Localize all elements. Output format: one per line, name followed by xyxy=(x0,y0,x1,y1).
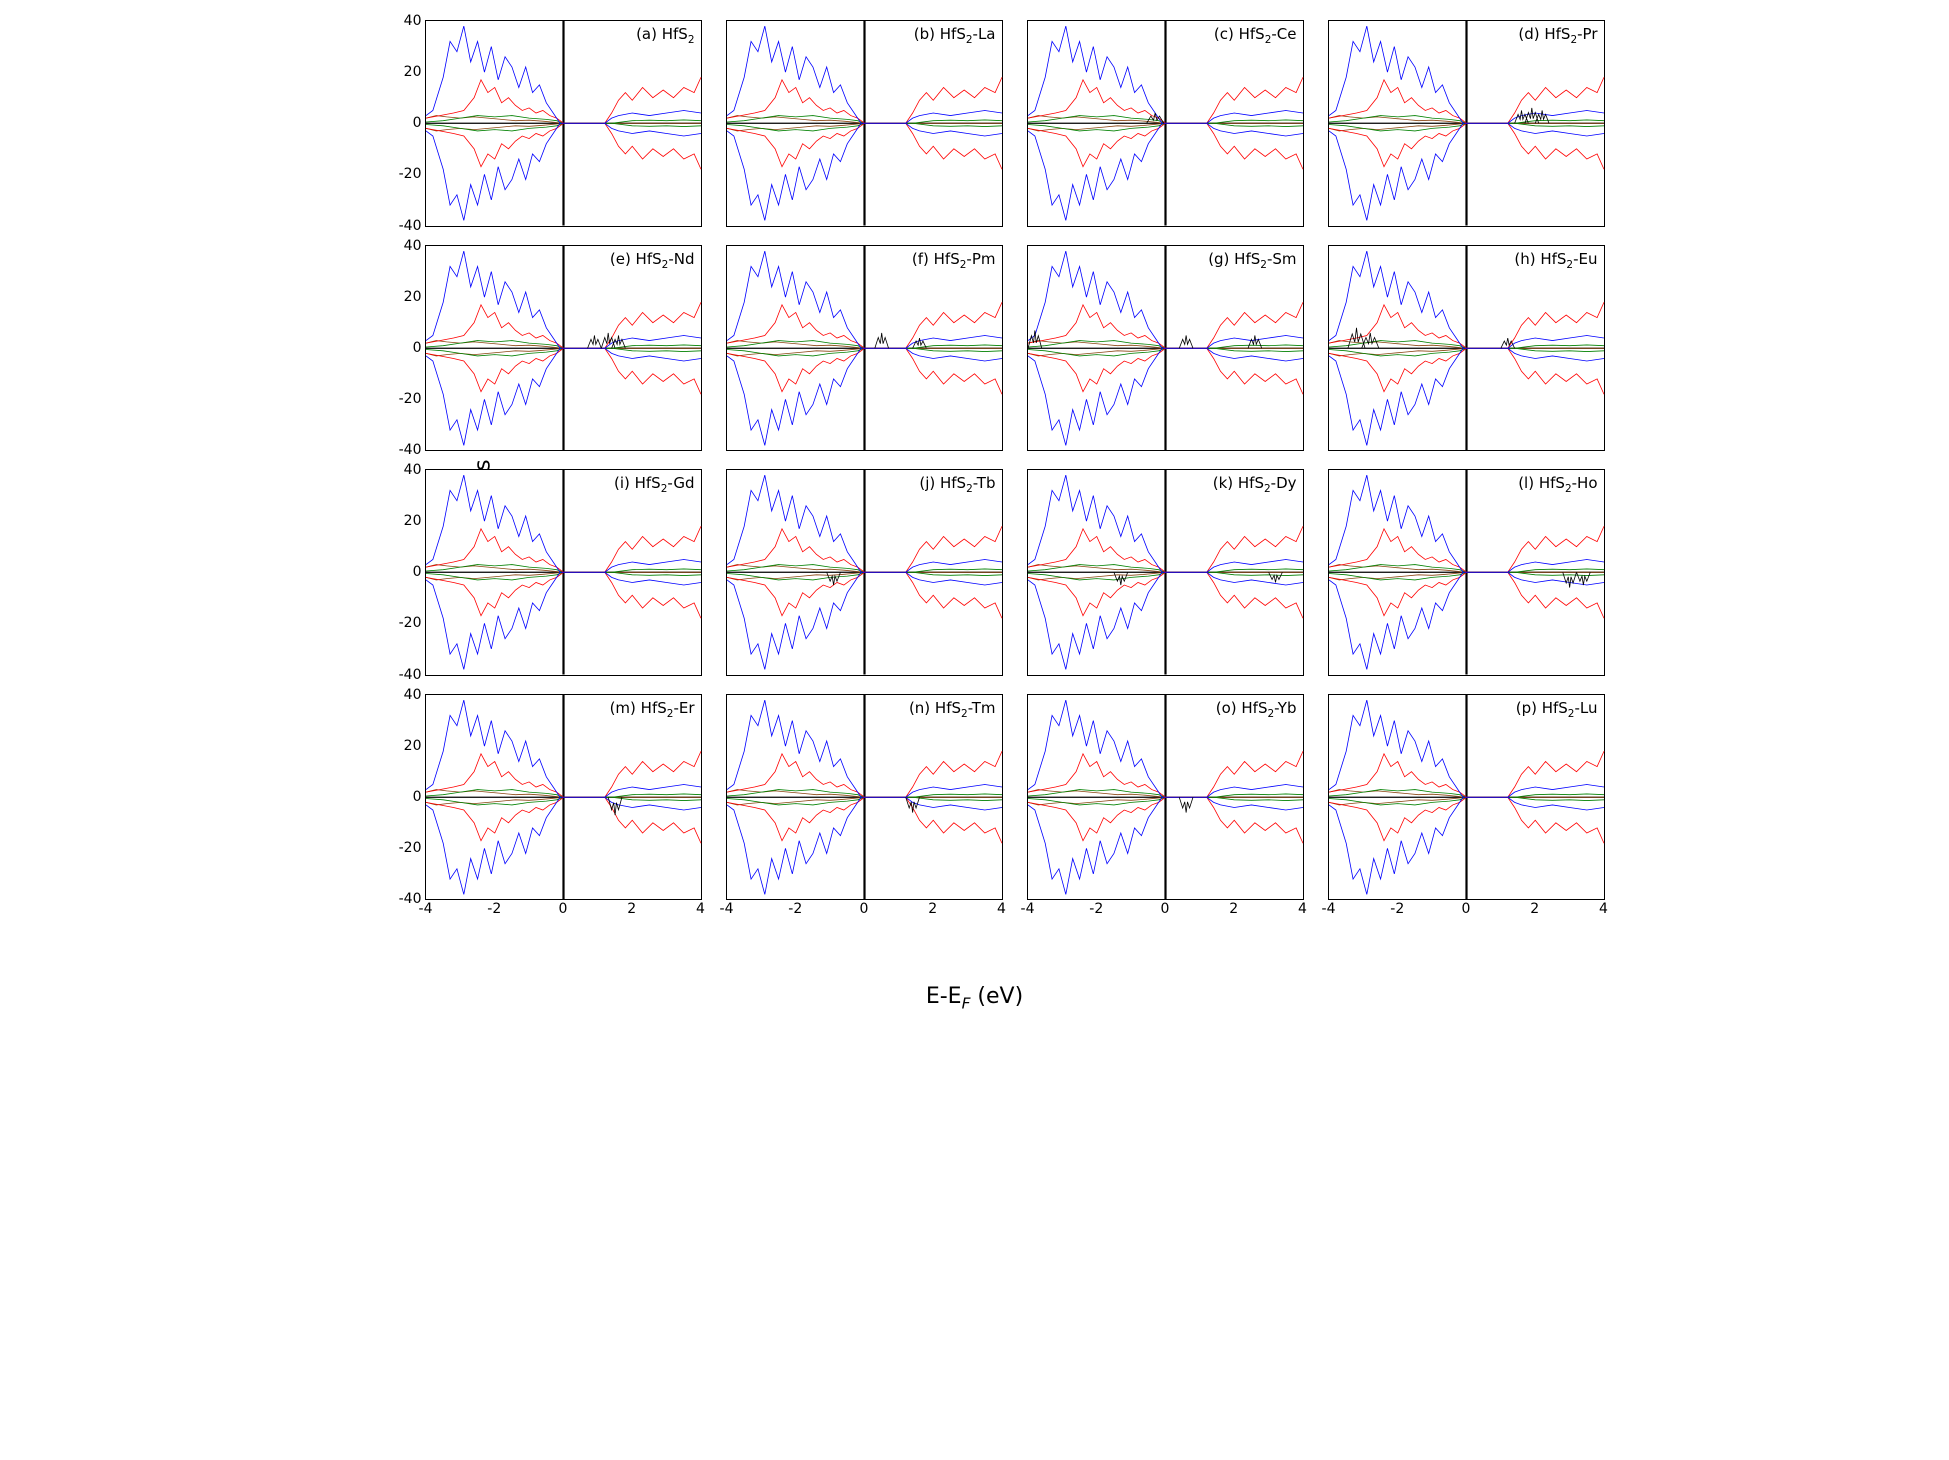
panel-a: (a) HfS2-40-2002040 xyxy=(425,20,702,227)
panel-k: (k) HfS2-Dy xyxy=(1027,469,1304,676)
panel-label-c: (c) HfS2-Ce xyxy=(1214,25,1297,46)
panel-d: (d) HfS2-Pr xyxy=(1328,20,1605,227)
panel-label-n: (n) HfS2-Tm xyxy=(909,699,996,720)
x-ticks: -4-2024 xyxy=(1329,901,1604,921)
panel-label-a: (a) HfS2 xyxy=(636,25,694,46)
y-ticks: -40-2002040 xyxy=(384,470,422,675)
y-ticks: -40-2002040 xyxy=(384,246,422,451)
panel-label-e: (e) HfS2-Nd xyxy=(610,250,695,271)
panel-i: (i) HfS2-Gd-40-2002040 xyxy=(425,469,702,676)
panel-label-b: (b) HfS2-La xyxy=(914,25,996,46)
y-ticks: -40-2002040 xyxy=(384,695,422,900)
panel-grid: (a) HfS2-40-2002040 (b) HfS2-La (c) HfS2-C… xyxy=(425,20,1605,900)
y-ticks: -40-2002040 xyxy=(384,21,422,226)
x-ticks: -4-2024 xyxy=(727,901,1002,921)
panel-label-j: (j) HfS2-Tb xyxy=(919,474,995,495)
panel-label-d: (d) HfS2-Pr xyxy=(1518,25,1597,46)
panel-label-f: (f) HfS2-Pm xyxy=(912,250,996,271)
panel-n: (n) HfS2-Tm-4-2024 xyxy=(726,694,1003,901)
panel-j: (j) HfS2-Tb xyxy=(726,469,1003,676)
panel-label-k: (k) HfS2-Dy xyxy=(1213,474,1297,495)
panel-label-i: (i) HfS2-Gd xyxy=(614,474,695,495)
panel-label-m: (m) HfS2-Er xyxy=(610,699,695,720)
panel-label-g: (g) HfS2-Sm xyxy=(1208,250,1296,271)
x-ticks: -4-2024 xyxy=(426,901,701,921)
panel-p: (p) HfS2-Lu-4-2024 xyxy=(1328,694,1605,901)
panel-label-h: (h) HfS2-Eu xyxy=(1514,250,1597,271)
panel-h: (h) HfS2-Eu xyxy=(1328,245,1605,452)
panel-m: (m) HfS2-Er-40-2002040-4-2024 xyxy=(425,694,702,901)
panel-label-l: (l) HfS2-Ho xyxy=(1518,474,1597,495)
x-ticks: -4-2024 xyxy=(1028,901,1303,921)
panel-e: (e) HfS2-Nd-40-2002040 xyxy=(425,245,702,452)
panel-b: (b) HfS2-La xyxy=(726,20,1003,227)
panel-label-o: (o) HfS2-Yb xyxy=(1216,699,1297,720)
panel-c: (c) HfS2-Ce xyxy=(1027,20,1304,227)
dos-figure: Density of States (states/eV) E-EF (eV) … xyxy=(345,20,1605,960)
panel-f: (f) HfS2-Pm xyxy=(726,245,1003,452)
panel-o: (o) HfS2-Yb-4-2024 xyxy=(1027,694,1304,901)
x-axis-label: E-EF (eV) xyxy=(926,984,1023,1012)
panel-label-p: (p) HfS2-Lu xyxy=(1516,699,1598,720)
panel-l: (l) HfS2-Ho xyxy=(1328,469,1605,676)
panel-g: (g) HfS2-Sm xyxy=(1027,245,1304,452)
